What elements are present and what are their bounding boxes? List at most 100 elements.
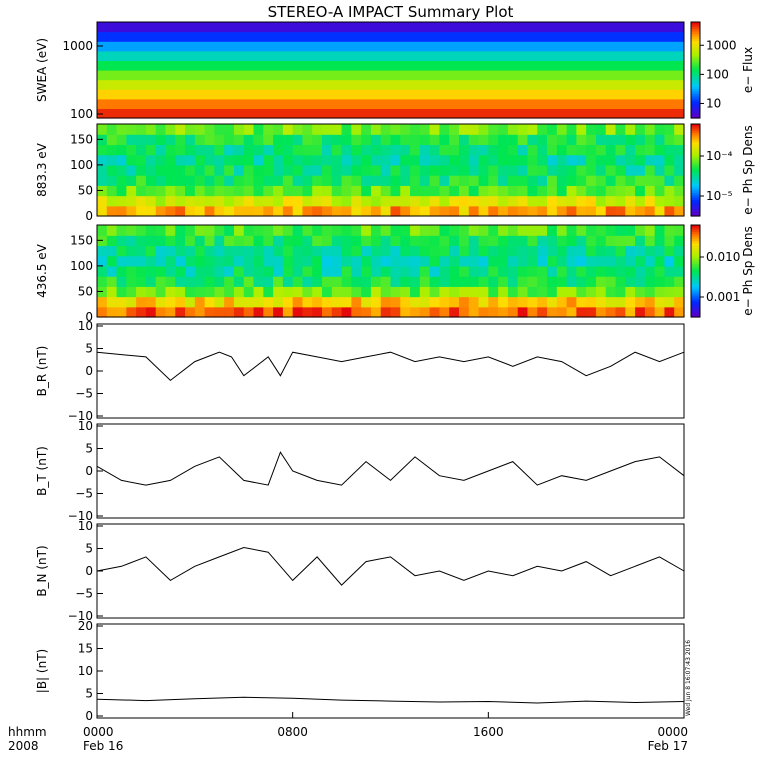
heat-cell [644, 235, 656, 247]
heat-cell [537, 164, 548, 176]
colorbar-step [691, 310, 700, 313]
heat-cell [292, 296, 304, 308]
heat-cell [449, 265, 460, 277]
heat-cell [400, 134, 411, 146]
colorbar-step [691, 48, 700, 52]
colorbar-step [691, 305, 700, 309]
heat-cell [243, 124, 255, 135]
heat-cell [214, 154, 225, 166]
heat-cell [644, 205, 656, 217]
y-tick-label: 10 [78, 319, 93, 333]
heat-cell [595, 164, 607, 176]
colorbar-step [691, 110, 700, 114]
heat-cell [263, 195, 274, 207]
heat-cell [517, 205, 529, 217]
heat-cell [419, 296, 431, 308]
heat-cell [361, 134, 372, 146]
heat-cell [498, 164, 509, 176]
heat-cell [361, 144, 372, 156]
y-tick-label: 15 [78, 642, 93, 656]
heat-cell [302, 144, 313, 156]
heat-cell [185, 255, 196, 267]
colorbar-step [691, 271, 700, 274]
heat-cell [488, 175, 499, 186]
heat-cell [595, 144, 607, 156]
heat-cell [595, 255, 607, 267]
heat-cell [547, 286, 558, 298]
heat-cell [136, 144, 147, 156]
colorbar-step [691, 188, 700, 192]
heat-cell [361, 235, 372, 247]
heat-cell [664, 296, 675, 308]
heat-cell [449, 164, 460, 176]
heat-cell [400, 286, 411, 298]
heat-cell [439, 245, 450, 257]
heat-cell [273, 134, 284, 146]
colorbar-step [691, 238, 700, 242]
colorbar-step [691, 231, 700, 235]
heat-cell [595, 154, 607, 166]
heat-cell [576, 296, 587, 308]
colorbar-step [691, 70, 700, 73]
heat-cell [97, 205, 108, 217]
heat-cell [478, 265, 489, 277]
heat-cell [194, 134, 206, 146]
colorbar-step [691, 209, 700, 212]
heat-cell [322, 245, 333, 257]
heat-cell [429, 235, 441, 247]
colorbar-step [691, 98, 700, 102]
heat-cell [654, 154, 666, 166]
heat-cell [547, 296, 558, 308]
heat-cell [302, 255, 313, 267]
heat-cell [214, 306, 225, 318]
heat-cell [116, 134, 127, 146]
heat-cell [468, 164, 480, 176]
heat-cell [322, 286, 333, 298]
heat-cell [507, 296, 519, 308]
heat-cell [517, 154, 529, 166]
heat-cell [253, 185, 264, 197]
heat-cell [410, 164, 421, 176]
heat-cell [302, 175, 313, 186]
heat-cell [126, 195, 137, 207]
heat-cell [478, 235, 489, 247]
colorbar-step [691, 291, 700, 295]
heat-cell [429, 205, 441, 217]
heat-cell [194, 225, 206, 236]
heat-cell [390, 154, 401, 166]
heat-cell [322, 235, 333, 247]
heat-cell [136, 154, 147, 166]
heat-cell [390, 175, 401, 186]
heat-cell [390, 265, 401, 277]
heat-cell [439, 205, 450, 217]
heat-cell [155, 195, 167, 207]
heat-cell [292, 286, 304, 298]
heat-cell [576, 286, 587, 298]
heat-cell [527, 296, 538, 308]
heat-cell [468, 124, 480, 135]
colorbar-step [691, 60, 700, 64]
colorbar-step [691, 137, 700, 141]
series-line [96, 351, 685, 382]
heat-cell [302, 205, 313, 217]
heat-cell [243, 195, 255, 207]
heat-cell [204, 286, 215, 298]
heat-cell [243, 205, 255, 217]
plot-title: STEREO-A IMPACT Summary Plot [268, 3, 514, 21]
y-tick-label: −10 [68, 609, 93, 623]
heat-cell [380, 164, 392, 176]
heat-cell [449, 154, 460, 166]
heat-cell [292, 144, 304, 156]
heat-cell [175, 154, 186, 166]
heat-cell [429, 286, 441, 298]
heat-cell [547, 185, 558, 197]
heat-cell [253, 255, 264, 267]
heat-cell [380, 265, 392, 277]
heat-cell [185, 195, 196, 207]
heat-cell [439, 195, 450, 207]
heat-cell [625, 255, 636, 267]
y-tick-label: 10 [78, 664, 93, 678]
heat-cell [654, 306, 666, 318]
heat-cell [273, 306, 284, 318]
colorbar-step [691, 58, 700, 61]
